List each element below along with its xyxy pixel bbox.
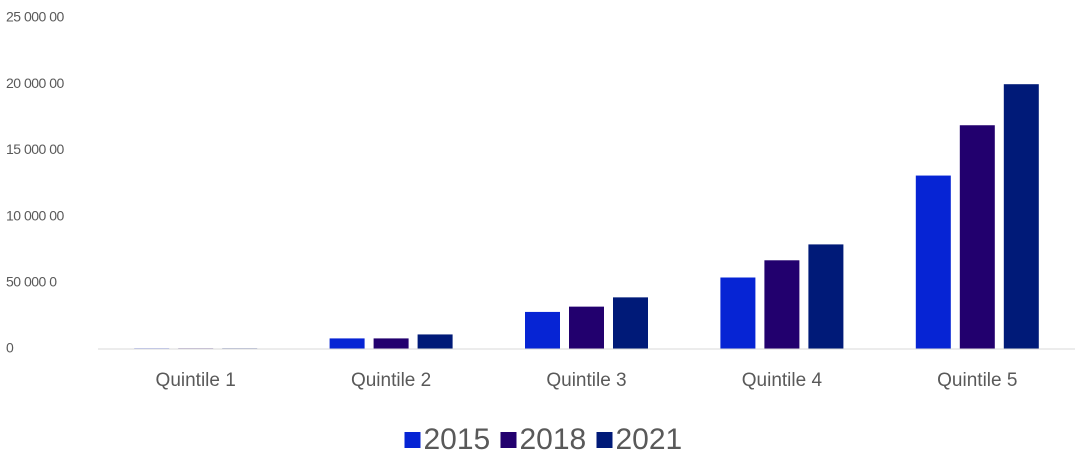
x-tick-label: Quintile 3 — [546, 370, 626, 391]
bar — [1003, 84, 1039, 349]
bar — [808, 244, 844, 349]
bar — [417, 334, 453, 349]
y-tick-label: 20 000 00 — [6, 75, 64, 91]
legend-label: 2021 — [616, 423, 683, 456]
bar — [569, 306, 604, 349]
y-tick-label: 25 000 00 — [6, 9, 64, 25]
y-tick-label: 50 000 0 — [6, 274, 57, 290]
legend-label: 2015 — [424, 423, 491, 456]
bar — [959, 125, 995, 349]
x-tick-label: Quintile 1 — [156, 370, 236, 391]
legend-label: 2018 — [520, 423, 587, 456]
x-tick-label: Quintile 4 — [742, 370, 823, 391]
bar — [525, 311, 560, 349]
legend-swatch — [500, 432, 517, 448]
bar — [915, 175, 951, 349]
legend-swatch — [404, 432, 421, 448]
bar — [764, 260, 800, 349]
legend-swatch — [596, 432, 613, 448]
x-tick-label: Quintile 2 — [351, 370, 431, 391]
bar — [720, 277, 756, 349]
x-tick-label: Quintile 5 — [937, 370, 1017, 391]
bar — [373, 338, 409, 349]
y-tick-label: 15 000 00 — [6, 141, 64, 157]
bar — [613, 297, 648, 349]
bar — [329, 338, 365, 349]
y-tick-label: 10 000 00 — [6, 207, 64, 223]
y-tick-label: 0 — [6, 340, 14, 356]
